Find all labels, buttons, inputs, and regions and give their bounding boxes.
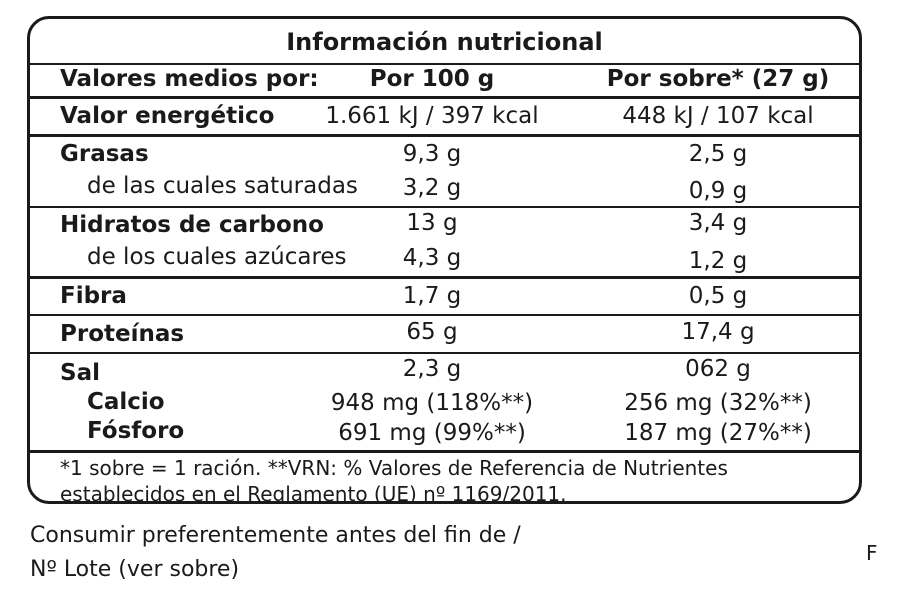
row-per-100g: 1.661 kJ / 397 kcal: [325, 103, 539, 129]
row-per-100g: 3,2 g: [402, 175, 462, 201]
row-per-100g: 948 mg (118%**): [330, 390, 534, 416]
row-per-serving: 2,5 g: [688, 141, 748, 167]
header-label: Valores medios por:: [60, 66, 319, 92]
row-per-100g: 691 mg (99%**): [338, 420, 526, 446]
table-title: Información nutricional: [286, 28, 603, 56]
cropped-edge-text: F: [866, 541, 878, 565]
row-per-100g: 4,3 g: [402, 245, 462, 271]
divider: [30, 63, 859, 65]
row-per-100g: 9,3 g: [402, 141, 462, 167]
row-label: de las cuales saturadas: [87, 173, 358, 199]
divider: [30, 352, 859, 354]
best-before-label: Consumir preferentemente antes del fin d…: [30, 523, 521, 548]
row-per-100g: 2,3 g: [402, 356, 462, 382]
row-label: Calcio: [87, 389, 165, 415]
row-per-serving: 1,2 g: [688, 248, 748, 274]
row-label: Fósforo: [87, 418, 185, 444]
row-per-100g: 1,7 g: [402, 283, 462, 309]
lot-label: Nº Lote (ver sobre): [30, 557, 240, 582]
row-label: de los cuales azúcares: [87, 244, 347, 270]
row-per-serving: 448 kJ / 107 kcal: [622, 103, 814, 129]
divider: [30, 276, 859, 279]
header-per-serving: Por sobre* (27 g): [606, 66, 830, 92]
row-label: Fibra: [60, 283, 127, 309]
row-per-100g: 13 g: [406, 210, 458, 236]
row-per-serving: 3,4 g: [688, 210, 748, 236]
divider: [30, 96, 859, 99]
divider: [30, 206, 859, 208]
row-label: Valor energético: [60, 103, 275, 129]
divider: [30, 450, 859, 453]
footnote: *1 sobre = 1 ración. **VRN: % Valores de…: [60, 456, 728, 504]
row-per-serving: 0,5 g: [688, 283, 748, 309]
header-per-100g: Por 100 g: [369, 66, 495, 92]
row-label: Sal: [60, 360, 100, 386]
divider: [30, 134, 859, 137]
row-label: Grasas: [60, 141, 149, 167]
row-per-serving: 187 mg (27%**): [624, 420, 812, 446]
row-per-serving: 17,4 g: [681, 319, 755, 345]
row-per-100g: 65 g: [406, 319, 458, 345]
nutrition-table: Información nutricional Valores medios p…: [27, 16, 862, 504]
row-label: Proteínas: [60, 321, 185, 347]
row-per-serving: 0,9 g: [688, 178, 748, 204]
row-label: Hidratos de carbono: [60, 212, 324, 238]
divider: [30, 314, 859, 316]
row-per-serving: 256 mg (32%**): [624, 390, 812, 416]
row-per-serving: 062 g: [685, 356, 751, 382]
